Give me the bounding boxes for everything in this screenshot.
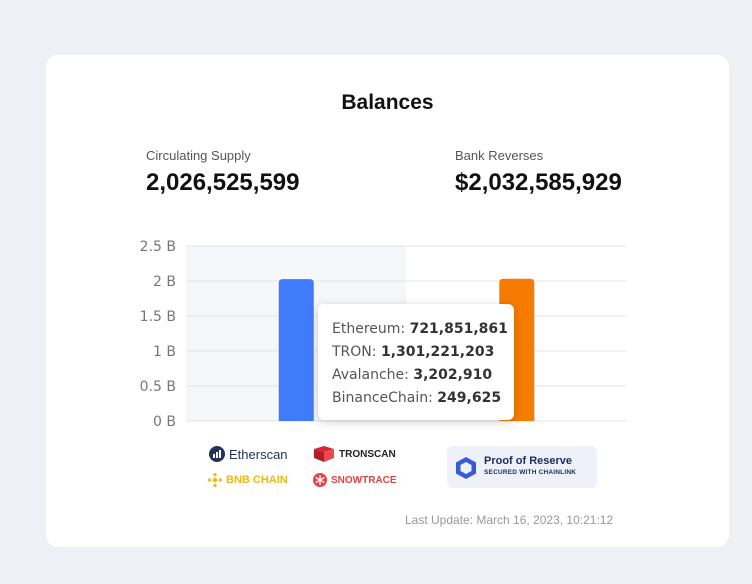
circulating-supply-label: Circulating Supply (146, 148, 251, 163)
bank-reserves-value: $2,032,585,929 (455, 169, 622, 196)
tronscan-icon (314, 446, 334, 462)
y-tick-label: 2 B (153, 274, 176, 290)
snowtrace-link[interactable]: SNOWTRACE (313, 473, 397, 487)
tooltip-row-tron: TRON: 1,301,221,203 (332, 344, 495, 360)
y-tick-label: 1 B (153, 344, 176, 360)
snowtrace-icon (313, 473, 327, 487)
etherscan-icon (209, 446, 225, 462)
proof-of-reserve-title: Proof of Reserve (484, 455, 573, 467)
tronscan-link[interactable]: TRONSCAN (313, 446, 396, 462)
bar-circulating-supply (278, 279, 314, 421)
bnb-icon (208, 473, 222, 487)
proof-of-reserve-badge[interactable]: Proof of Reserve SECURED WITH CHAINLINK (447, 446, 597, 488)
etherscan-label: Etherscan (229, 446, 288, 462)
chainlink-hexagon-icon (456, 457, 476, 479)
card-title: Balances (341, 91, 434, 114)
y-tick-label: 1.5 B (140, 309, 176, 325)
tooltip-row-avalanche: Avalanche: 3,202,910 (332, 367, 493, 383)
y-tick-label: 2.5 B (140, 239, 176, 255)
tronscan-label: TRONSCAN (339, 448, 396, 460)
snowtrace-label: SNOWTRACE (331, 474, 397, 486)
tooltip-row-binancechain: BinanceChain: 249,625 (332, 390, 502, 406)
bnb-chain-link[interactable]: BNB CHAIN (208, 473, 288, 487)
y-tick-label: 0.5 B (140, 379, 176, 395)
circulating-supply-value: 2,026,525,599 (146, 169, 300, 196)
tooltip-row-ethereum: Ethereum: 721,851,861 (332, 321, 508, 337)
chart-tooltip: Ethereum: 721,851,861 TRON: 1,301,221,20… (318, 304, 514, 420)
bank-reserves-label: Bank Reverses (455, 148, 544, 163)
last-update-text: Last Update: March 16, 2023, 10:21:12 (405, 513, 614, 527)
balances-card: Balances Circulating Supply 2,026,525,59… (46, 55, 729, 547)
bnb-label: BNB CHAIN (226, 474, 288, 486)
etherscan-link[interactable]: Etherscan (209, 446, 288, 462)
proof-of-reserve-subtitle: SECURED WITH CHAINLINK (484, 469, 577, 476)
y-tick-label: 0 B (153, 414, 176, 430)
